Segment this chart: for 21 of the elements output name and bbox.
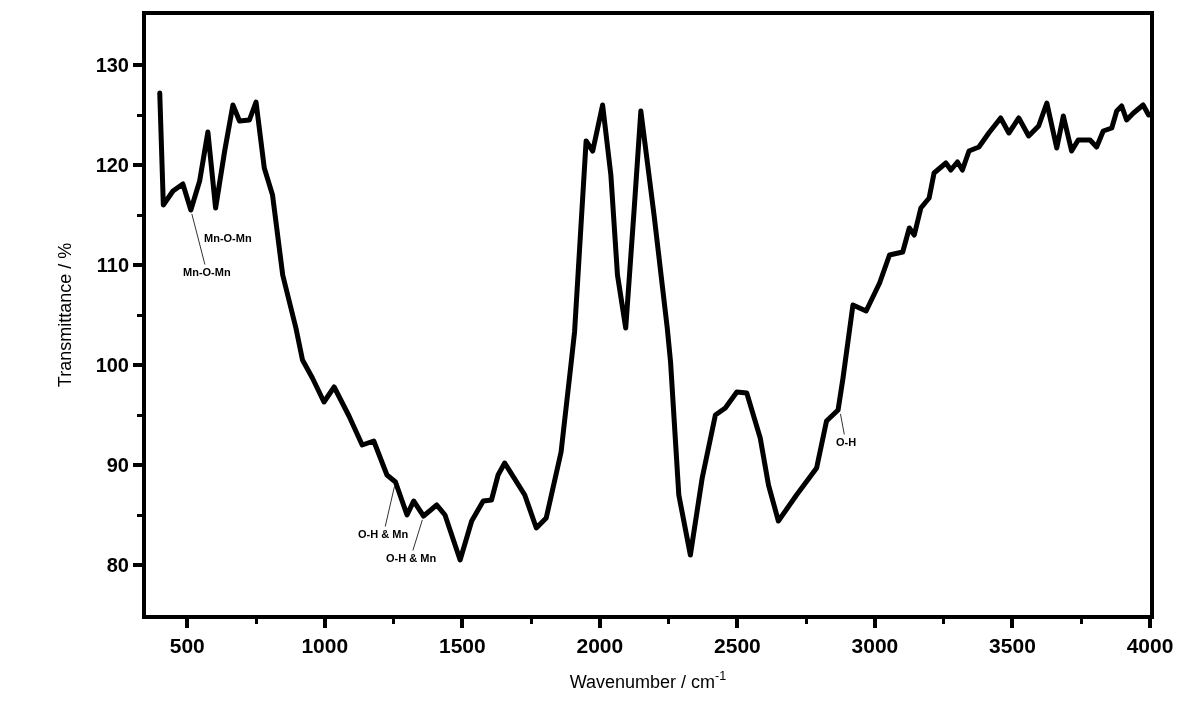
- annotation: Mn-O-Mn: [204, 232, 252, 244]
- y-tick-label: 80: [106, 554, 129, 576]
- annotation: Mn-O-Mn: [183, 266, 231, 278]
- x-tick-label: 3000: [851, 634, 899, 658]
- annotation: O-H & Mn: [358, 528, 409, 540]
- x-tick-label: 4000: [1126, 634, 1174, 658]
- y-tick-label: 120: [95, 154, 129, 176]
- x-axis-title: Wavenumber / cm$^{-1}$: [569, 669, 727, 692]
- x-tick-label: 2000: [576, 634, 624, 658]
- y-tick-label: 100: [95, 354, 129, 376]
- x-tick-label: 1000: [301, 634, 349, 658]
- y-axis-title: Transmittance / %: [55, 242, 76, 388]
- y-tick-label: 130: [95, 54, 129, 76]
- x-tick-label: 500: [169, 634, 205, 658]
- annotation: O-H: [836, 436, 857, 448]
- y-tick-label: 110: [96, 254, 129, 276]
- x-tick-label: 2500: [714, 634, 761, 658]
- y-tick-label: 90: [106, 454, 129, 476]
- annotation: O-H & Mn: [386, 552, 437, 564]
- x-tick-label: 1500: [438, 634, 486, 658]
- x-tick-label: 3500: [989, 634, 1036, 658]
